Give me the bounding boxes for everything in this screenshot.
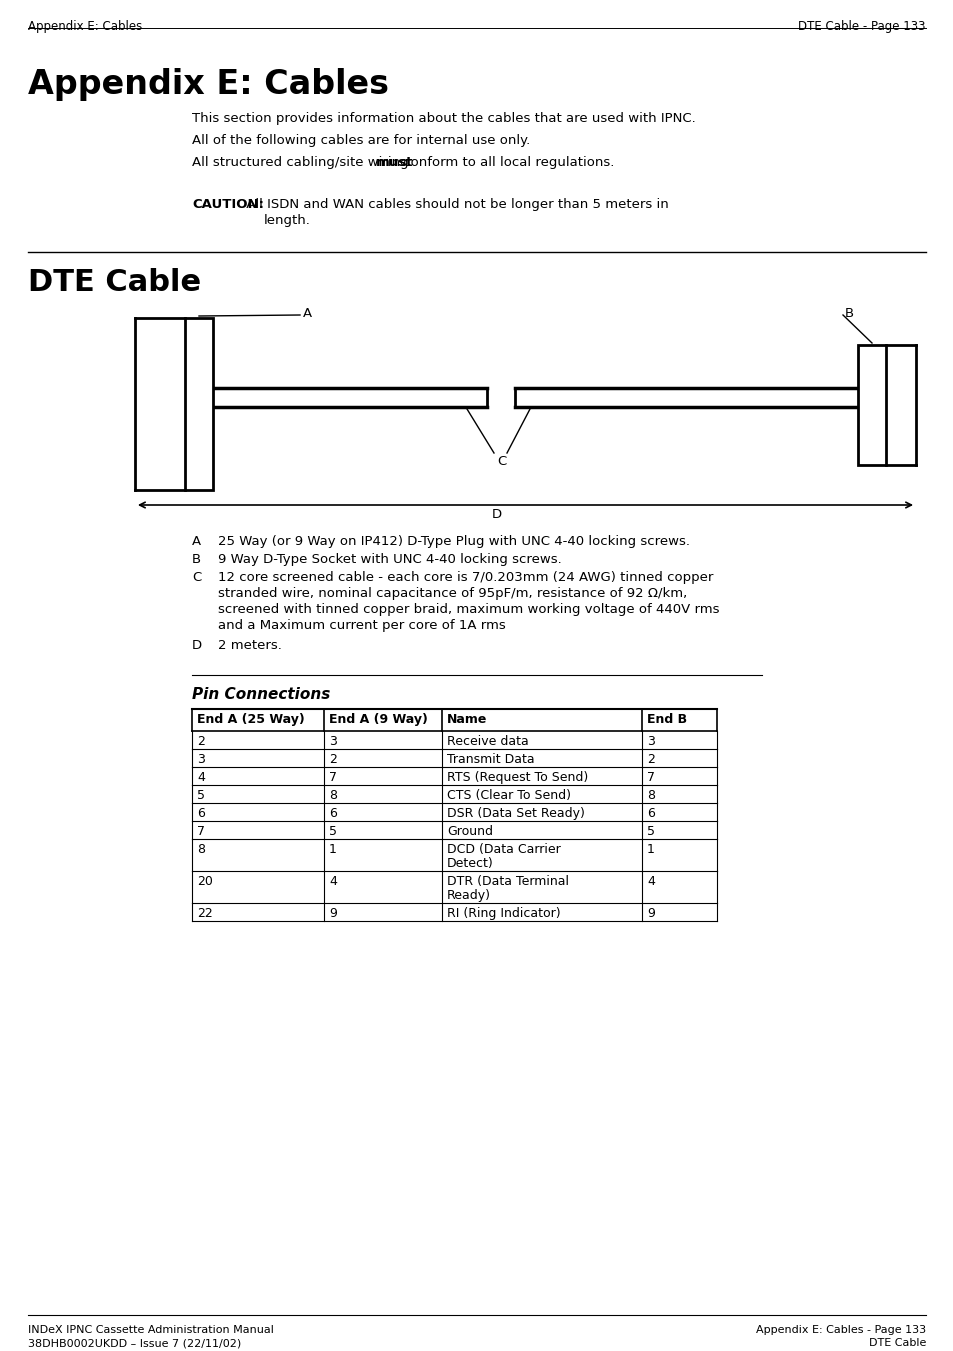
Text: screened with tinned copper braid, maximum working voltage of 440V rms: screened with tinned copper braid, maxim…	[218, 603, 719, 616]
Text: 3: 3	[646, 735, 654, 748]
Text: 9 Way D-Type Socket with UNC 4-40 locking screws.: 9 Way D-Type Socket with UNC 4-40 lockin…	[218, 553, 561, 566]
Text: Appendix E: Cables - Page 133: Appendix E: Cables - Page 133	[755, 1325, 925, 1335]
Text: Transmit Data: Transmit Data	[447, 753, 534, 766]
Text: length.: length.	[263, 213, 310, 227]
Text: Ground: Ground	[447, 825, 493, 838]
Text: Name: Name	[447, 713, 487, 725]
Text: DTE Cable - Page 133: DTE Cable - Page 133	[798, 20, 925, 32]
Text: 1: 1	[646, 843, 654, 857]
Text: A: A	[303, 307, 312, 320]
Text: B: B	[192, 553, 201, 566]
Text: 5: 5	[196, 789, 205, 802]
Text: 6: 6	[196, 807, 205, 820]
Text: B: B	[844, 307, 853, 320]
Text: 5: 5	[646, 825, 655, 838]
Text: D: D	[192, 639, 202, 653]
Text: 6: 6	[646, 807, 654, 820]
Text: Pin Connections: Pin Connections	[192, 688, 330, 703]
Text: D: D	[492, 508, 501, 521]
Text: A: A	[192, 535, 201, 549]
Text: 38DHB0002UKDD – Issue 7 (22/11/02): 38DHB0002UKDD – Issue 7 (22/11/02)	[28, 1337, 241, 1348]
Text: C: C	[192, 571, 201, 584]
Text: 22: 22	[196, 907, 213, 920]
Text: All ISDN and WAN cables should not be longer than 5 meters in: All ISDN and WAN cables should not be lo…	[241, 199, 668, 211]
Text: DTR (Data Terminal: DTR (Data Terminal	[447, 875, 568, 888]
Text: 2: 2	[196, 735, 205, 748]
Text: 2 meters.: 2 meters.	[218, 639, 281, 653]
Text: DTE Cable: DTE Cable	[868, 1337, 925, 1348]
Text: 25 Way (or 9 Way on IP412) D-Type Plug with UNC 4-40 locking screws.: 25 Way (or 9 Way on IP412) D-Type Plug w…	[218, 535, 689, 549]
Text: DTE Cable: DTE Cable	[28, 267, 201, 297]
Text: and a Maximum current per core of 1A rms: and a Maximum current per core of 1A rms	[218, 619, 505, 632]
Text: Appendix E: Cables: Appendix E: Cables	[28, 20, 142, 32]
Text: 8: 8	[329, 789, 336, 802]
Text: 2: 2	[646, 753, 654, 766]
Text: All structured cabling/site wiring: All structured cabling/site wiring	[192, 155, 413, 169]
Text: conform to all local regulations.: conform to all local regulations.	[398, 155, 614, 169]
Bar	[185, 317, 213, 490]
Text: All of the following cables are for internal use only.: All of the following cables are for inte…	[192, 134, 530, 147]
Text: 3: 3	[196, 753, 205, 766]
Text: 12 core screened cable - each core is 7/0.203mm (24 AWG) tinned copper: 12 core screened cable - each core is 7/…	[218, 571, 713, 584]
Text: INDeX IPNC Cassette Administration Manual: INDeX IPNC Cassette Administration Manua…	[28, 1325, 274, 1335]
Text: 4: 4	[196, 771, 205, 784]
Text: 7: 7	[329, 771, 336, 784]
Text: 9: 9	[646, 907, 654, 920]
Text: 5: 5	[329, 825, 336, 838]
Text: 7: 7	[646, 771, 655, 784]
Text: 4: 4	[646, 875, 654, 888]
Text: C: C	[497, 455, 506, 467]
Text: 6: 6	[329, 807, 336, 820]
Text: 9: 9	[329, 907, 336, 920]
Text: This section provides information about the cables that are used with IPNC.: This section provides information about …	[192, 112, 695, 126]
Bar	[857, 345, 885, 465]
Text: Appendix E: Cables: Appendix E: Cables	[28, 68, 389, 101]
Text: Detect): Detect)	[447, 857, 494, 870]
Text: Ready): Ready)	[447, 889, 491, 902]
Text: must: must	[375, 155, 413, 169]
Text: CAUTION:: CAUTION:	[192, 199, 264, 211]
Text: RTS (Request To Send): RTS (Request To Send)	[447, 771, 588, 784]
Text: 8: 8	[646, 789, 655, 802]
Text: DSR (Data Set Ready): DSR (Data Set Ready)	[447, 807, 584, 820]
Text: 1: 1	[329, 843, 336, 857]
Text: End A (25 Way): End A (25 Way)	[196, 713, 304, 725]
Text: stranded wire, nominal capacitance of 95pF/m, resistance of 92 Ω/km,: stranded wire, nominal capacitance of 95…	[218, 586, 686, 600]
Text: 20: 20	[196, 875, 213, 888]
Text: 8: 8	[196, 843, 205, 857]
Text: RI (Ring Indicator): RI (Ring Indicator)	[447, 907, 560, 920]
Text: Receive data: Receive data	[447, 735, 528, 748]
Text: CTS (Clear To Send): CTS (Clear To Send)	[447, 789, 571, 802]
Text: DCD (Data Carrier: DCD (Data Carrier	[447, 843, 560, 857]
Text: 2: 2	[329, 753, 336, 766]
Text: End A (9 Way): End A (9 Way)	[329, 713, 428, 725]
Text: End B: End B	[646, 713, 686, 725]
Text: 4: 4	[329, 875, 336, 888]
Text: 7: 7	[196, 825, 205, 838]
Text: 3: 3	[329, 735, 336, 748]
